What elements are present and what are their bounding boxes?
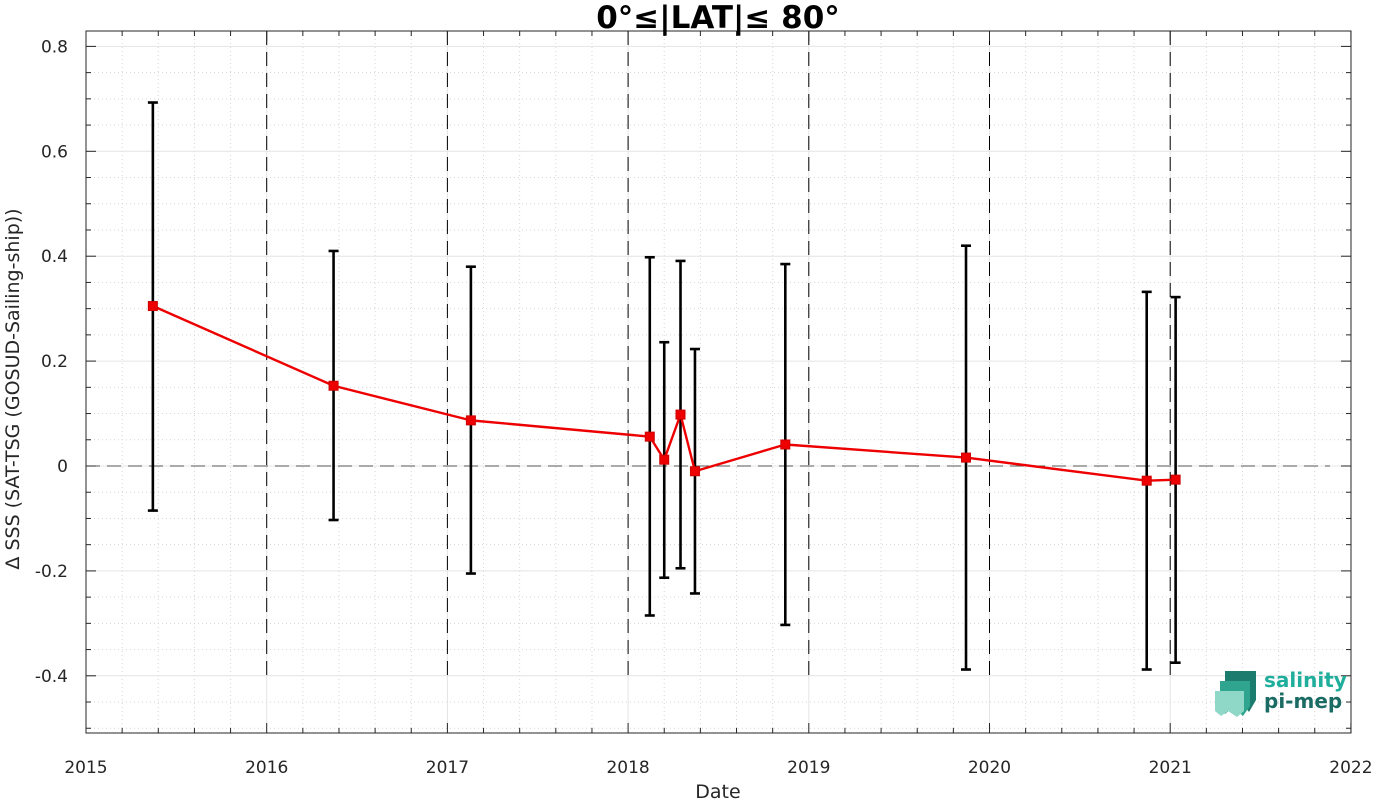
x-tick-labels: 2015 2016 2017 2018 2019 2020 2021 2022 (64, 758, 1372, 778)
series-line (147, 301, 1181, 486)
plot-background (86, 31, 1351, 733)
data-point-marker (961, 452, 972, 463)
x-tick-label: 2018 (606, 758, 649, 778)
y-tick-label: 0.8 (41, 37, 68, 57)
x-tick-label: 2017 (426, 758, 469, 778)
x-axis-label: Date (695, 781, 740, 801)
logo-line1: salinity (1264, 668, 1347, 692)
data-point-marker (644, 431, 655, 442)
x-tick-label: 2016 (245, 758, 288, 778)
y-tick-label: 0 (57, 457, 68, 477)
data-point-marker (465, 415, 476, 426)
axes (85, 30, 1352, 734)
data-point-marker (328, 380, 339, 391)
y-tick-label: 0.4 (41, 247, 68, 267)
y-tick-label: -0.2 (35, 562, 68, 582)
data-point-marker (675, 409, 686, 420)
data-point-marker (659, 454, 670, 465)
logo-line2: pi-mep (1264, 689, 1342, 713)
salinity-pi-mep-logo: salinity pi-mep (1215, 668, 1347, 717)
x-tick-label: 2022 (1329, 758, 1372, 778)
x-tick-label: 2019 (787, 758, 830, 778)
data-point-marker (1141, 475, 1152, 486)
data-point-marker (1170, 474, 1181, 485)
year-separators (86, 31, 1330, 676)
data-point-marker (780, 439, 791, 450)
x-tick-label: 2015 (64, 758, 107, 778)
data-point-marker (689, 466, 700, 477)
y-tick-label: 0.2 (41, 352, 68, 372)
x-tick-label: 2020 (968, 758, 1011, 778)
x-tick-label: 2021 (1149, 758, 1192, 778)
chart-title: 0°≤|LAT|≤ 80° (596, 0, 840, 36)
y-tick-label: 0.6 (41, 142, 68, 162)
data-point-marker (147, 301, 158, 312)
y-tick-label: -0.4 (35, 667, 68, 687)
y-tick-labels: 0.8 0.6 0.4 0.2 0 -0.2 -0.4 (35, 37, 68, 686)
axes-frame (85, 30, 1352, 734)
wave-logo-icon (1215, 671, 1256, 717)
y-axis-label: Δ SSS (SAT-TSG (GOSUD-Sailing-ship)) (2, 208, 24, 569)
